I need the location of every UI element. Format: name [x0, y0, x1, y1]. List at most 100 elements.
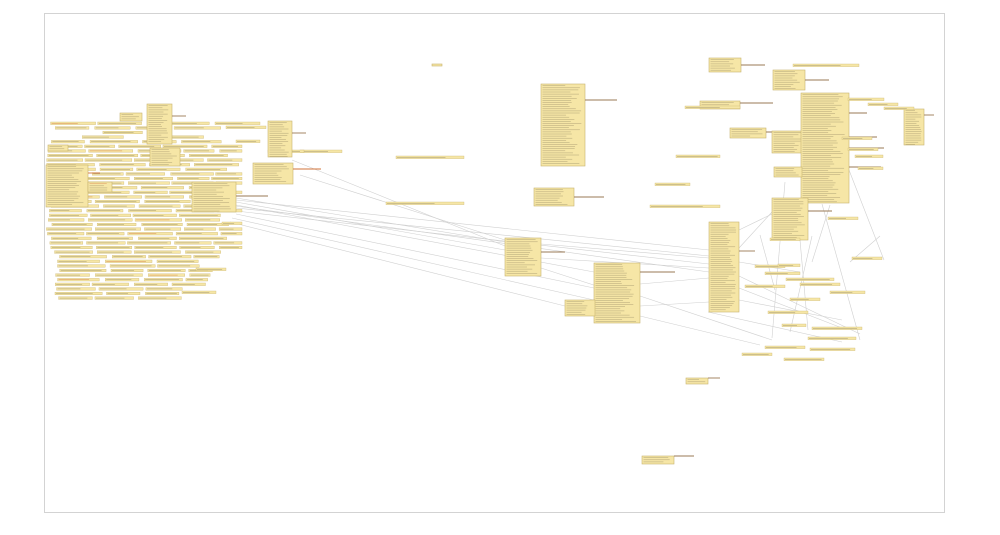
- table-node[interactable]: [385, 201, 465, 205]
- table-node[interactable]: [807, 336, 857, 340]
- table-node[interactable]: [119, 112, 143, 122]
- table-node[interactable]: [128, 209, 172, 213]
- table-node[interactable]: [145, 287, 183, 291]
- table-node[interactable]: [170, 172, 214, 176]
- table-node[interactable]: [54, 250, 93, 254]
- table-node[interactable]: [134, 177, 173, 180]
- table-node[interactable]: [504, 237, 565, 277]
- table-node[interactable]: [162, 144, 208, 148]
- table-node[interactable]: [138, 204, 181, 208]
- table-node[interactable]: [89, 140, 138, 144]
- table-node[interactable]: [827, 216, 859, 220]
- table-node[interactable]: [45, 164, 100, 208]
- table-node[interactable]: [218, 227, 243, 231]
- table-node[interactable]: [59, 255, 107, 259]
- table-node[interactable]: [96, 236, 133, 240]
- table-node[interactable]: [99, 167, 134, 171]
- table-node[interactable]: [185, 218, 220, 222]
- table-node[interactable]: [811, 326, 863, 330]
- table-node[interactable]: [649, 204, 721, 208]
- table-node[interactable]: [134, 282, 168, 286]
- table-node[interactable]: [171, 282, 206, 286]
- table-node[interactable]: [156, 259, 199, 263]
- table-node[interactable]: [105, 278, 140, 282]
- table-node[interactable]: [181, 140, 222, 144]
- table-node[interactable]: [96, 223, 137, 226]
- table-node[interactable]: [179, 213, 221, 217]
- table-node[interactable]: [54, 292, 103, 295]
- table-node[interactable]: [94, 200, 140, 203]
- table-node[interactable]: [104, 195, 142, 199]
- table-node[interactable]: [235, 139, 261, 143]
- table-node[interactable]: [185, 278, 208, 282]
- table-node[interactable]: [134, 250, 181, 254]
- table-node[interactable]: [99, 163, 146, 167]
- table-node[interactable]: [540, 83, 617, 167]
- table-node[interactable]: [841, 136, 873, 140]
- table-node[interactable]: [772, 69, 829, 91]
- table-node[interactable]: [103, 204, 135, 208]
- table-node[interactable]: [764, 271, 801, 275]
- table-node[interactable]: [136, 167, 181, 171]
- table-node[interactable]: [102, 131, 143, 134]
- table-node[interactable]: [55, 126, 90, 130]
- table-node[interactable]: [684, 105, 741, 109]
- table-node[interactable]: [148, 273, 185, 277]
- table-node[interactable]: [147, 269, 186, 272]
- table-node[interactable]: [221, 221, 243, 225]
- table-node[interactable]: [789, 297, 821, 301]
- table-node[interactable]: [118, 144, 161, 148]
- table-node[interactable]: [685, 377, 720, 385]
- table-node[interactable]: [744, 284, 786, 288]
- table-node[interactable]: [829, 290, 866, 294]
- table-node[interactable]: [94, 296, 134, 300]
- table-node[interactable]: [395, 155, 465, 159]
- table-node[interactable]: [86, 241, 126, 245]
- table-node[interactable]: [847, 97, 885, 101]
- table-node[interactable]: [96, 246, 133, 249]
- table-node[interactable]: [179, 246, 215, 249]
- table-node[interactable]: [46, 227, 92, 231]
- table-node[interactable]: [771, 197, 832, 241]
- table-node[interactable]: [125, 172, 165, 176]
- table-node[interactable]: [903, 108, 934, 146]
- table-node[interactable]: [769, 237, 801, 241]
- table-node[interactable]: [149, 147, 181, 167]
- table-node[interactable]: [58, 296, 93, 300]
- table-node[interactable]: [50, 121, 96, 125]
- table-node[interactable]: [178, 236, 227, 240]
- table-node[interactable]: [299, 149, 343, 153]
- table-node[interactable]: [157, 264, 200, 268]
- table-node[interactable]: [92, 172, 124, 176]
- table-node[interactable]: [84, 158, 133, 162]
- table-node[interactable]: [857, 166, 884, 170]
- table-node[interactable]: [47, 232, 85, 236]
- table-node[interactable]: [785, 277, 835, 281]
- table-node[interactable]: [191, 181, 268, 213]
- table-node[interactable]: [764, 345, 806, 349]
- table-node[interactable]: [708, 57, 765, 73]
- table-node[interactable]: [82, 135, 124, 139]
- table-node[interactable]: [57, 259, 100, 263]
- table-node[interactable]: [175, 232, 218, 236]
- table-node[interactable]: [97, 250, 132, 254]
- table-node[interactable]: [184, 227, 216, 231]
- table-node[interactable]: [49, 213, 88, 217]
- table-node[interactable]: [55, 282, 90, 286]
- table-node[interactable]: [809, 347, 856, 351]
- table-node[interactable]: [86, 232, 125, 236]
- table-node[interactable]: [219, 246, 243, 249]
- table-node[interactable]: [132, 213, 177, 217]
- table-node[interactable]: [144, 195, 184, 199]
- table-node[interactable]: [51, 140, 85, 144]
- table-node[interactable]: [741, 352, 773, 356]
- table-node[interactable]: [98, 287, 144, 291]
- table-node[interactable]: [215, 172, 243, 176]
- table-node[interactable]: [48, 218, 85, 222]
- table-node[interactable]: [533, 187, 604, 207]
- table-node[interactable]: [847, 147, 879, 151]
- table-node[interactable]: [194, 163, 239, 167]
- table-node[interactable]: [94, 126, 131, 130]
- table-node[interactable]: [56, 287, 96, 291]
- table-node[interactable]: [134, 246, 177, 249]
